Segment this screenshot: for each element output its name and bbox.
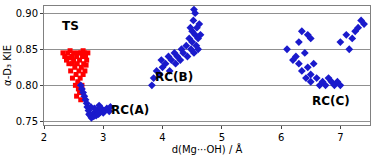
svg-text:α-D₃ KIE: α-D₃ KIE: [2, 45, 13, 86]
svg-text:7: 7: [337, 132, 343, 143]
svg-text:RC(B): RC(B): [155, 70, 193, 84]
svg-text:0.80: 0.80: [16, 80, 38, 91]
svg-text:3: 3: [100, 132, 106, 143]
svg-text:RC(C): RC(C): [312, 94, 350, 108]
svg-text:0.85: 0.85: [16, 44, 38, 55]
svg-text:d(Mg···OH) / Å: d(Mg···OH) / Å: [172, 143, 243, 155]
svg-text:RC(A): RC(A): [111, 103, 149, 117]
svg-text:4: 4: [159, 132, 165, 143]
svg-text:0.75: 0.75: [16, 116, 38, 127]
svg-text:5: 5: [219, 132, 225, 143]
svg-text:TS: TS: [62, 19, 79, 33]
svg-text:0.90: 0.90: [16, 8, 38, 19]
svg-text:2: 2: [41, 132, 47, 143]
svg-text:6: 6: [278, 132, 284, 143]
